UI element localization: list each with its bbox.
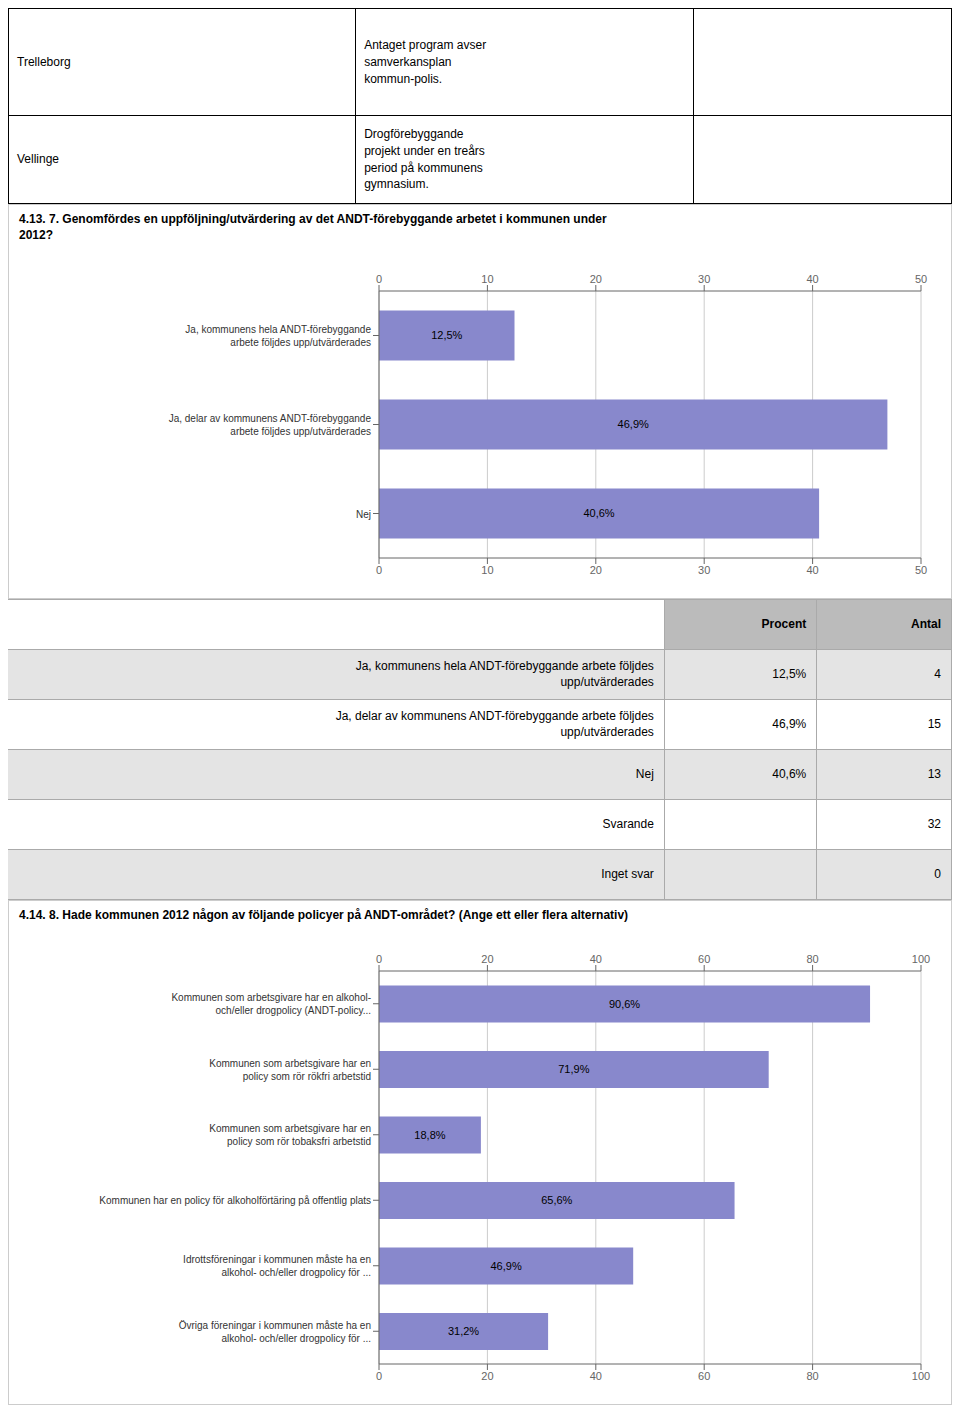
svg-text:20: 20 (590, 273, 602, 285)
svg-text:0: 0 (376, 953, 382, 965)
svg-text:40: 40 (806, 564, 818, 576)
svg-text:Ja, kommunens hela ANDT-föreby: Ja, kommunens hela ANDT-förebyggandearbe… (185, 324, 371, 348)
svg-text:50: 50 (915, 564, 927, 576)
svg-text:20: 20 (590, 564, 602, 576)
svg-text:Kommunen som arbetsgivare har: Kommunen som arbetsgivare har enpolicy s… (209, 1123, 371, 1147)
svg-text:31,2%: 31,2% (448, 1325, 479, 1337)
svg-text:Övriga föreningar i kommunen m: Övriga föreningar i kommunen måste ha en… (179, 1320, 371, 1344)
html-text:Trelleborg: Trelleborg (17, 54, 71, 69)
html-text:Inget svar: Inget svar (601, 866, 654, 881)
svg-text:50: 50 (915, 273, 927, 285)
html-text:Ja, kommunens hela ANDT-föreby: Ja, kommunens hela ANDT-förebyggande arb… (355, 658, 654, 689)
svg-text:0: 0 (376, 273, 382, 285)
html-text:Ja, delar av kommunens ANDT-fö: Ja, delar av kommunens ANDT-förebyggande… (335, 708, 654, 739)
html-text:4: 4 (934, 666, 941, 681)
svg-text:46,9%: 46,9% (618, 418, 649, 430)
svg-text:Ja, delar av kommunens ANDT-fö: Ja, delar av kommunens ANDT-förebyggande… (169, 413, 372, 437)
svg-text:18,8%: 18,8% (414, 1129, 445, 1141)
svg-text:20: 20 (481, 1370, 493, 1382)
svg-text:40: 40 (590, 953, 602, 965)
html-text:4.13. 7. Genomfördes en uppföl: 4.13. 7. Genomfördes en uppföljning/utvä… (19, 212, 607, 226)
svg-text:40,6%: 40,6% (583, 507, 614, 519)
svg-text:80: 80 (806, 953, 818, 965)
html-text:Svarande: Svarande (602, 816, 654, 831)
html-text:Nej: Nej (635, 766, 654, 781)
svg-text:0: 0 (376, 564, 382, 576)
html-text:4.14. 8. Hade kommunen 2012 nå: 4.14. 8. Hade kommunen 2012 någon av föl… (19, 908, 629, 922)
svg-text:71,9%: 71,9% (558, 1063, 589, 1075)
html-text:Antal: Antal (911, 616, 941, 631)
svg-text:20: 20 (481, 953, 493, 965)
svg-text:30: 30 (698, 564, 710, 576)
svg-text:90,6%: 90,6% (609, 998, 640, 1010)
svg-text:100: 100 (912, 953, 930, 965)
svg-text:10: 10 (481, 273, 493, 285)
html-text:32: 32 (927, 816, 941, 831)
html-text:Drogförebyggande projekt under: Drogförebyggande projekt under en treårs… (364, 127, 485, 192)
svg-text:10: 10 (481, 564, 493, 576)
svg-text:Kommunen har en policy för alk: Kommunen har en policy för alkoholförtär… (99, 1195, 371, 1206)
svg-text:60: 60 (698, 1370, 710, 1382)
svg-text:80: 80 (806, 1370, 818, 1382)
svg-text:100: 100 (912, 1370, 930, 1382)
svg-text:40: 40 (590, 1370, 602, 1382)
svg-text:12,5%: 12,5% (431, 329, 462, 341)
svg-text:Kommunen som arbetsgivare har: Kommunen som arbetsgivare har enpolicy s… (209, 1058, 371, 1082)
svg-text:Nej: Nej (356, 509, 371, 520)
html-text:0: 0 (934, 866, 941, 881)
svg-text:Kommunen som arbetsgivare har: Kommunen som arbetsgivare har en alkohol… (171, 992, 371, 1016)
svg-text:60: 60 (698, 953, 710, 965)
html-text:12,5%: 12,5% (772, 666, 807, 681)
svg-text:46,9%: 46,9% (490, 1260, 521, 1272)
svg-text:Idrottsföreningar i kommunen m: Idrottsföreningar i kommunen måste ha en… (183, 1254, 371, 1278)
svg-text:65,6%: 65,6% (541, 1194, 572, 1206)
html-text:46,9%: 46,9% (772, 716, 807, 731)
html-text:Vellinge: Vellinge (17, 152, 59, 167)
svg-text:0: 0 (376, 1370, 382, 1382)
html-text:Procent: Procent (761, 616, 807, 631)
html-text:40,6%: 40,6% (772, 766, 807, 781)
html-text:15: 15 (927, 716, 941, 731)
html-text:2012?: 2012? (19, 228, 53, 242)
html-text:Antaget program avser samverka: Antaget program avser samverkansplan kom… (364, 37, 487, 86)
html-text:13: 13 (927, 766, 941, 781)
svg-text:40: 40 (806, 273, 818, 285)
svg-text:30: 30 (698, 273, 710, 285)
